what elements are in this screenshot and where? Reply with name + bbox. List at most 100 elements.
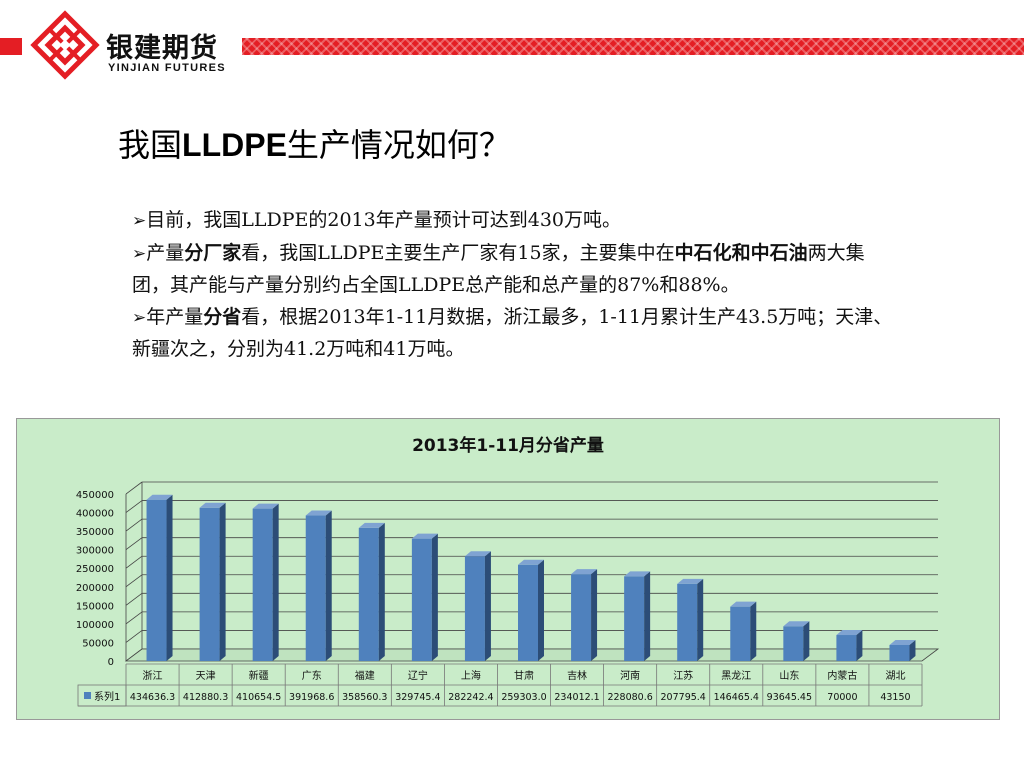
bar-front [624, 576, 645, 661]
bar-side [484, 551, 491, 661]
bullet-item: ➢产量分厂家看，我国LLDPE主要生产厂家有15家，主要集中在中石化和中石油两大… [132, 238, 902, 302]
bar-top [518, 559, 544, 565]
bar-山东 [783, 621, 810, 661]
gridline-side [125, 611, 143, 625]
bar-辽宁 [411, 533, 438, 661]
bar-江苏 [677, 578, 704, 661]
y-tick-label: 100000 [76, 620, 114, 631]
bar-top [252, 503, 279, 509]
data-value-label: 93645.45 [767, 692, 812, 703]
data-value-label: 207795.4 [661, 692, 706, 703]
bar-top [464, 551, 491, 557]
bar-top [146, 494, 173, 500]
gridline-side [125, 630, 143, 643]
data-value-label: 234012.1 [554, 692, 599, 703]
chart-title: 2013年1-11月分省产量 [412, 435, 604, 456]
bullet-text: 年产量 [146, 305, 204, 328]
x-category-label: 甘肃 [514, 669, 534, 682]
data-value-label: 410654.5 [236, 692, 281, 703]
arrow-bullet-icon: ➢ [132, 211, 147, 231]
data-value-label: 70000 [827, 692, 857, 703]
province-production-chart: 2013年1-11月分省产量 0 50000 100000 150000 200000 2… [16, 418, 1000, 720]
slide-title: 我国LLDPE生产情况如何？ [118, 120, 511, 166]
bar-side [272, 503, 279, 661]
bar-side [644, 571, 651, 661]
gridline-side [125, 537, 143, 550]
y-tick-label: 50000 [82, 638, 114, 649]
data-value-label: 434636.3 [130, 692, 175, 703]
bar-top [305, 510, 332, 516]
header-red-bar-left [0, 38, 22, 55]
x-category-label: 辽宁 [408, 669, 428, 682]
bar-front [730, 606, 751, 661]
x-category-label: 浙江 [143, 670, 163, 682]
bar-side [325, 510, 332, 661]
bar-front [783, 626, 804, 661]
bar-top [199, 502, 226, 508]
x-category-label: 黑龙江 [721, 669, 751, 682]
bar-吉林 [571, 569, 598, 661]
bullet-text: 目前，我国LLDPE的2013年产量预计可达到430万吨。 [146, 209, 621, 231]
arrow-bullet-icon: ➢ [132, 243, 147, 264]
bullet-text: 产量 [146, 241, 185, 264]
bar-side [591, 569, 598, 661]
x-category-label: 天津 [196, 670, 216, 682]
y-tick-label: 200000 [76, 583, 114, 594]
y-tick-label: 150000 [76, 601, 114, 612]
chart-background [16, 418, 1000, 720]
data-value-label: 329745.4 [395, 692, 440, 703]
y-tick-label: 300000 [76, 546, 114, 557]
bar-front [252, 508, 273, 661]
x-category-label: 江苏 [673, 669, 693, 682]
bar-side [697, 578, 704, 661]
bar-side [538, 559, 544, 661]
gridline-side [125, 555, 143, 569]
lattice-diamond-logo [30, 10, 100, 80]
x-category-label: 吉林 [567, 669, 587, 682]
bar-广东 [305, 510, 332, 661]
x-category-label: 山东 [779, 669, 799, 682]
bar-front [571, 574, 592, 661]
bar-front [836, 635, 857, 661]
bar-内蒙古 [836, 630, 863, 661]
legend-swatch [84, 692, 91, 699]
bar-上海 [464, 551, 491, 661]
y-tick-label: 250000 [76, 564, 114, 575]
gridline-side [125, 481, 143, 495]
x-category-label: 河南 [620, 669, 640, 682]
bar-top [624, 571, 651, 577]
bar-黑龙江 [730, 601, 757, 661]
bar-top [571, 569, 598, 575]
data-value-label: 282242.4 [448, 692, 493, 703]
bullet-list: ➢目前，我国LLDPE的2013年产量预计可达到430万吨。 ➢产量分厂家看，我… [132, 205, 902, 366]
data-value-label: 259303.0 [501, 692, 546, 703]
title-prefix: 我国 [118, 126, 183, 164]
arrow-bullet-icon: ➢ [132, 307, 147, 328]
bar-side [909, 639, 916, 661]
bar-front [464, 556, 485, 661]
x-category-label: 新疆 [249, 669, 269, 682]
gridline-side [125, 593, 143, 606]
title-latin: LLDPE [182, 127, 287, 163]
bar-top [889, 639, 916, 645]
bar-front [199, 507, 220, 661]
y-tick-label: 350000 [76, 527, 114, 538]
bar-top [730, 601, 757, 607]
data-value-label: 391968.6 [289, 692, 334, 703]
gridline-side [125, 500, 143, 513]
bar-front [677, 583, 698, 661]
bar-layer [146, 494, 916, 661]
title-suffix: 生产情况如何？ [286, 126, 511, 164]
bar-side [431, 533, 438, 661]
bar-side [750, 601, 757, 661]
bar-side [219, 502, 226, 661]
bullet-text: 看，根据2013年1-11月数据，浙江最多，1-11月累计生产43.5万吨；天津… [132, 305, 893, 361]
bar-front [305, 515, 326, 661]
bar-福建 [358, 522, 385, 661]
bar-front [146, 499, 167, 661]
bullet-bold-text: 分厂家 [184, 241, 242, 264]
y-axis: 0 50000 100000 150000 200000 250000 300000 3500… [76, 490, 114, 668]
bar-top [836, 630, 863, 636]
bar-河南 [624, 571, 651, 661]
y-tick-label: 0 [108, 657, 114, 668]
